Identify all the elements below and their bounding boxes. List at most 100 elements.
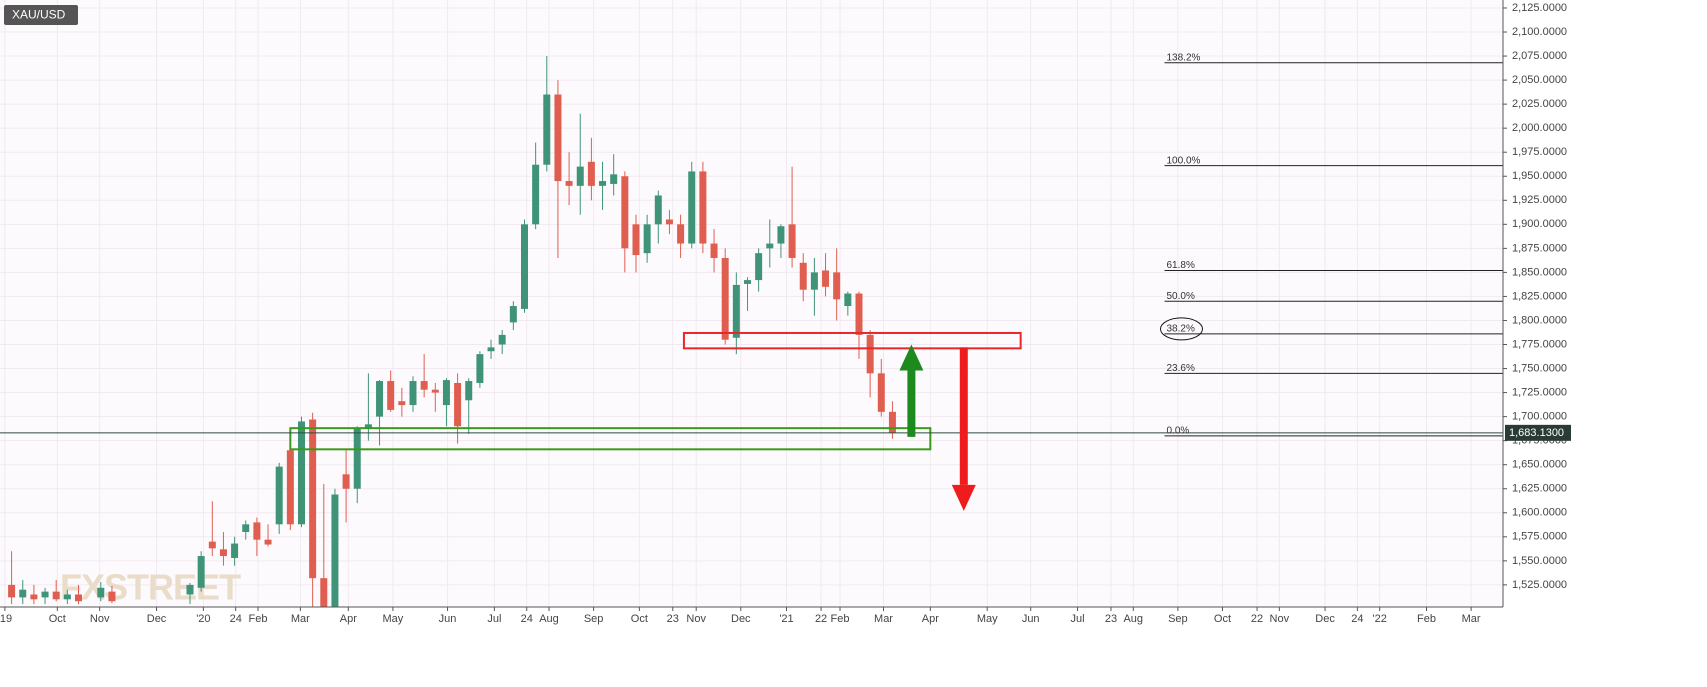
candle-body <box>844 293 852 307</box>
candle-body <box>833 272 841 300</box>
candle-body <box>297 421 305 525</box>
candle-body <box>710 243 718 258</box>
symbol-label: XAU/USD <box>12 8 66 22</box>
y-tick-label: 2,075.0000 <box>1512 50 1567 62</box>
candle-body <box>465 381 473 401</box>
candle-body <box>621 176 629 249</box>
candle-body <box>108 591 116 602</box>
y-tick-label: 1,800.0000 <box>1512 314 1567 326</box>
y-tick-label: 1,750.0000 <box>1512 362 1567 374</box>
candle-body <box>264 539 272 545</box>
candle-body <box>866 334 874 374</box>
x-tick-label: Oct <box>631 613 648 625</box>
candle-body <box>810 272 818 290</box>
time-panel <box>0 607 1503 687</box>
candle-body <box>788 224 796 258</box>
x-tick-label: 23 <box>1105 613 1117 625</box>
candle-body <box>197 556 205 588</box>
y-tick-label: 1,600.0000 <box>1512 507 1567 519</box>
candle-body <box>777 226 785 244</box>
candle-body <box>63 594 71 600</box>
fib-label: 138.2% <box>1166 52 1200 63</box>
x-tick-label: Dec <box>147 613 167 625</box>
y-tick-label: 1,875.0000 <box>1512 242 1567 254</box>
candle-body <box>554 94 562 182</box>
x-tick-label: '19 <box>0 613 12 625</box>
y-tick-label: 1,900.0000 <box>1512 218 1567 230</box>
candle-body <box>543 94 551 165</box>
arrow-head <box>899 344 924 371</box>
candle-body <box>855 293 863 335</box>
y-tick-label: 2,100.0000 <box>1512 26 1567 38</box>
x-tick-label: Sep <box>584 613 604 625</box>
x-tick-label: Aug <box>539 613 559 625</box>
candle-body <box>431 389 439 393</box>
x-tick-label: '21 <box>779 613 793 625</box>
x-tick-label: Apr <box>340 613 357 625</box>
fib-label: 38.2% <box>1166 324 1194 335</box>
candle-body <box>520 224 528 309</box>
candle-body <box>587 161 595 186</box>
candle-body <box>743 280 751 284</box>
candle-body <box>376 381 384 417</box>
arrow-head <box>951 484 976 511</box>
candle-body <box>654 195 662 225</box>
candle-body <box>231 543 239 558</box>
candle-body <box>632 224 640 256</box>
y-tick-label: 2,025.0000 <box>1512 98 1567 110</box>
x-tick-label: Dec <box>731 613 751 625</box>
zone-box <box>682 331 1022 350</box>
y-tick-label: 1,850.0000 <box>1512 266 1567 278</box>
x-tick-label: Jun <box>1022 613 1040 625</box>
candle-body <box>454 382 462 427</box>
y-tick-label: 1,650.0000 <box>1512 459 1567 471</box>
x-tick-label: Mar <box>874 613 893 625</box>
candle-body <box>532 164 540 225</box>
candle-body <box>576 166 584 186</box>
candle-body <box>565 181 573 186</box>
zone-box <box>289 427 932 451</box>
candle-body <box>208 541 216 549</box>
candle-body <box>498 334 506 345</box>
fib-label: 100.0% <box>1166 155 1200 166</box>
candle-body <box>487 347 495 352</box>
candle-body <box>19 589 27 598</box>
candle-body <box>97 587 105 598</box>
x-tick-label: Aug <box>1123 613 1143 625</box>
candle-body <box>253 522 261 540</box>
x-tick-label: May <box>383 613 404 625</box>
candle-body <box>442 380 450 406</box>
axis-panel <box>1503 0 1707 687</box>
candle-body <box>387 381 395 410</box>
x-tick-label: Jun <box>439 613 457 625</box>
candle-body <box>509 306 517 323</box>
candle-body <box>688 171 696 244</box>
axes: 1,525.0000 1,550.0000 1,575.0000 1,600.0000… <box>0 2 1571 625</box>
candle-body <box>877 373 885 412</box>
x-tick-label: 24 <box>230 613 242 625</box>
y-tick-label: 2,050.0000 <box>1512 74 1567 86</box>
candle-body <box>699 171 707 244</box>
x-tick-label: Mar <box>1462 613 1481 625</box>
candle-body <box>599 181 607 186</box>
fib-label: 61.8% <box>1166 260 1194 271</box>
last-price-label: 1,683.1300 <box>1509 427 1564 439</box>
candle-body <box>52 591 60 600</box>
x-tick-label: 22 <box>815 613 827 625</box>
fib-label: 0.0% <box>1166 425 1189 436</box>
plot-area <box>0 56 1503 607</box>
fib-label: 23.6% <box>1166 363 1194 374</box>
y-tick-label: 1,550.0000 <box>1512 555 1567 567</box>
candle-body <box>822 270 830 287</box>
y-tick-label: 1,775.0000 <box>1512 338 1567 350</box>
x-tick-label: 23 <box>667 613 679 625</box>
candle-body <box>665 219 673 225</box>
y-tick-label: 1,525.0000 <box>1512 579 1567 591</box>
y-tick-label: 1,975.0000 <box>1512 146 1567 158</box>
x-tick-label: 24 <box>1351 613 1363 625</box>
y-tick-label: 1,925.0000 <box>1512 194 1567 206</box>
y-tick-label: 1,725.0000 <box>1512 386 1567 398</box>
candle-body <box>799 262 807 290</box>
